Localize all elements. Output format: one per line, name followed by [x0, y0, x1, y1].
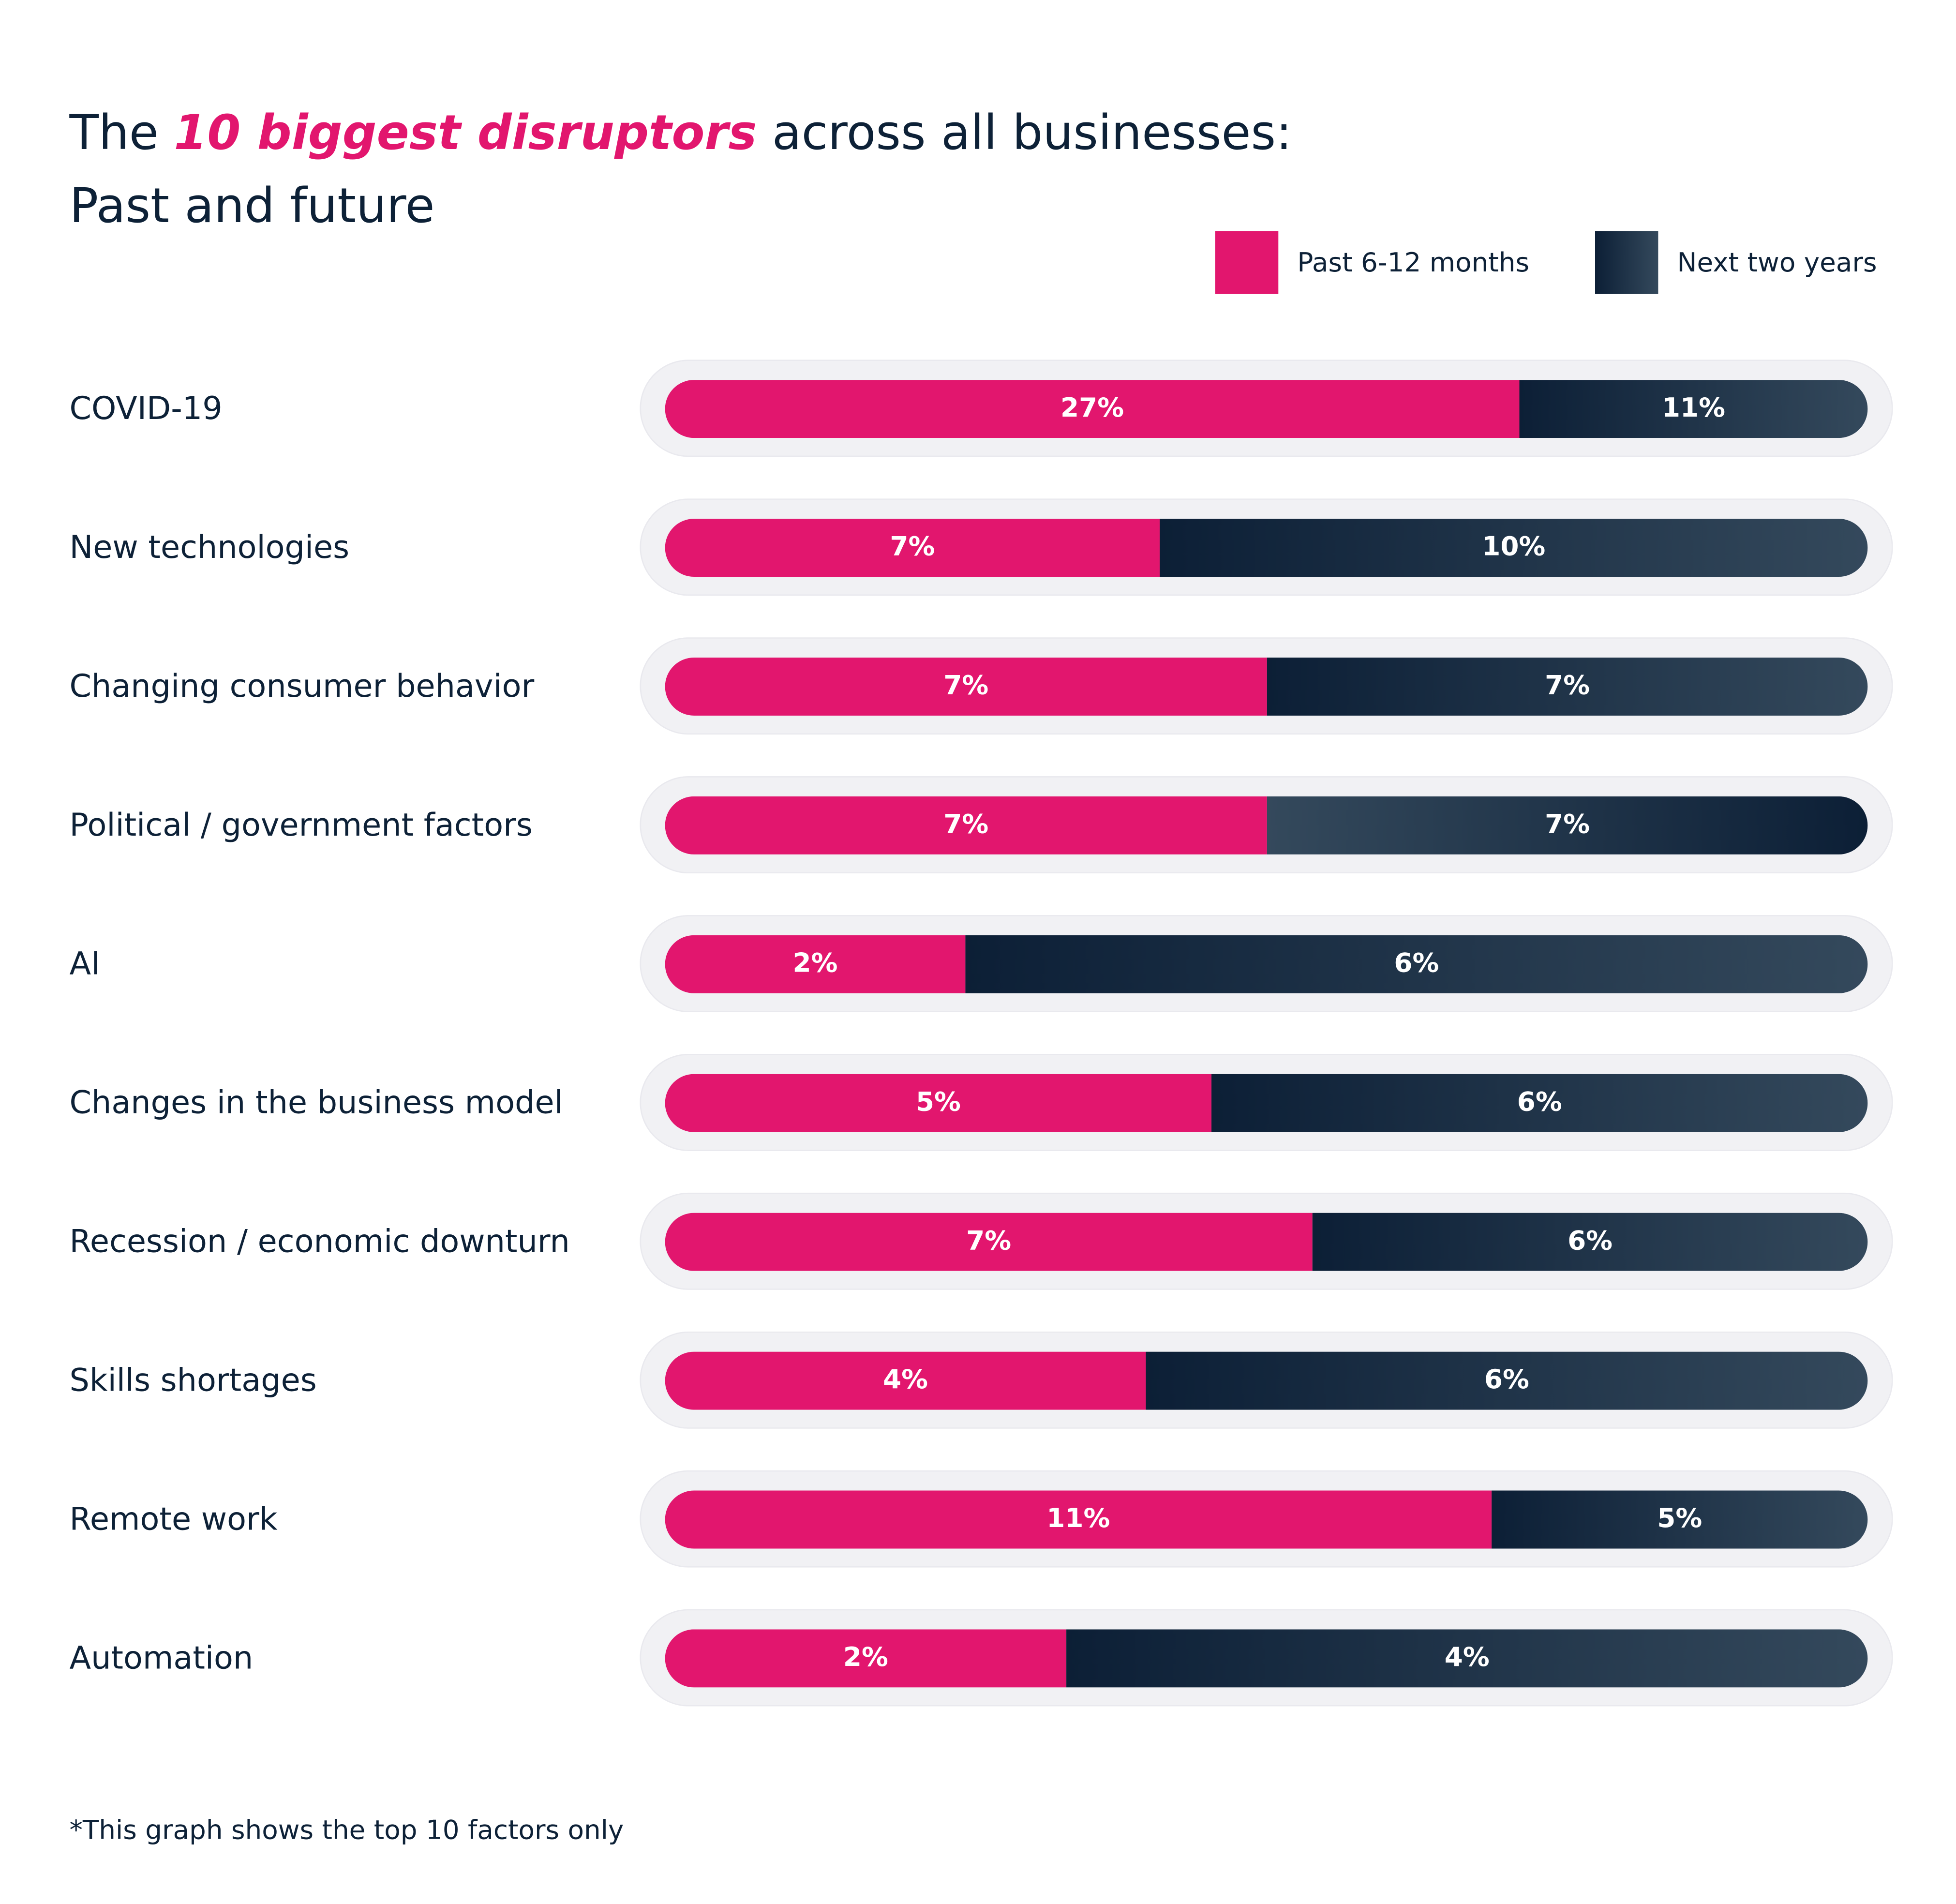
legend-label-next: Next two years: [1677, 247, 1877, 278]
value-label-next: 6%: [1394, 947, 1439, 978]
title-suffix: across all businesses:: [757, 105, 1292, 161]
bar-segment-next: [1312, 1213, 1868, 1271]
value-label-next: 6%: [1568, 1225, 1613, 1256]
stacked-bar: 27% 11%: [665, 380, 1868, 438]
value-label-past: 7%: [890, 531, 935, 562]
stacked-bar: 7% 6%: [665, 1213, 1868, 1271]
category-label: COVID-19: [69, 390, 223, 427]
value-label-past: 2%: [792, 947, 838, 978]
bar-segment-past: [665, 1074, 1212, 1132]
stacked-bar: 11% 5%: [665, 1490, 1868, 1549]
bar-segment-next: [1066, 1629, 1868, 1688]
bar-track: 7% 7%: [640, 637, 1893, 735]
value-label-next: 7%: [1545, 670, 1590, 701]
bar-track: 27% 11%: [640, 360, 1893, 457]
bar-track: 7% 6%: [640, 1192, 1893, 1290]
title-highlight: 10 biggest disruptors: [174, 105, 757, 161]
bar-segment-next: [1267, 796, 1868, 855]
stacked-bar: 2% 4%: [665, 1629, 1868, 1688]
value-label-next: 6%: [1517, 1086, 1562, 1117]
bar-track: 7% 10%: [640, 498, 1893, 596]
bar-segment-past: [665, 1629, 1067, 1688]
bar-segment-past: [665, 519, 1160, 577]
legend-swatch-past: [1215, 231, 1279, 294]
bar-segment-past: [665, 1213, 1313, 1271]
value-label-next: 11%: [1661, 392, 1726, 423]
category-label: Political / government factors: [69, 806, 533, 843]
bar-track: 2% 6%: [640, 915, 1893, 1012]
value-label-past: 7%: [966, 1225, 1012, 1256]
legend-swatch-next: [1595, 231, 1658, 294]
bar-segment-next: [1211, 1074, 1868, 1132]
stacked-bar: 4% 6%: [665, 1351, 1868, 1410]
category-label: Changes in the business model: [69, 1084, 563, 1121]
bar-segment-past: [665, 1351, 1146, 1410]
bar-segment-next: [965, 935, 1868, 993]
bar-track: 4% 6%: [640, 1331, 1893, 1429]
title-line2: Past and future: [69, 178, 435, 234]
value-label-past: 11%: [1046, 1503, 1110, 1534]
bar-track: 11% 5%: [640, 1470, 1893, 1568]
bar-segment-past: [665, 657, 1267, 716]
category-label: Recession / economic downturn: [69, 1223, 570, 1260]
value-label-next: 7%: [1545, 809, 1590, 840]
category-label: Automation: [69, 1639, 254, 1676]
value-label-next: 6%: [1484, 1364, 1529, 1395]
value-label-past: 2%: [843, 1642, 888, 1673]
legend-label-past: Past 6-12 months: [1297, 247, 1530, 278]
bar-track: 5% 6%: [640, 1054, 1893, 1151]
stacked-bar: 2% 6%: [665, 935, 1868, 993]
value-label-next: 5%: [1657, 1503, 1702, 1534]
bar-segment-next: [1519, 380, 1868, 438]
category-label: New technologies: [69, 528, 350, 566]
stacked-bar: 5% 6%: [665, 1074, 1868, 1132]
footnote: *This graph shows the top 10 factors onl…: [69, 1814, 624, 1845]
value-label-next: 4%: [1444, 1642, 1490, 1673]
bar-segment-past: [665, 1490, 1492, 1549]
value-label-past: 5%: [915, 1086, 961, 1117]
bar-segment-past: [665, 935, 966, 993]
category-label: Remote work: [69, 1500, 278, 1538]
bar-segment-next: [1146, 1351, 1868, 1410]
bar-segment-next: [1267, 657, 1868, 716]
bar-segment-past: [665, 796, 1267, 855]
value-label-next: 10%: [1482, 531, 1546, 562]
value-label-past: 7%: [943, 809, 989, 840]
chart-title: The 10 biggest disruptors across all bus…: [69, 96, 1292, 242]
value-label-past: 27%: [1060, 392, 1124, 423]
stacked-bar: 7% 10%: [665, 519, 1868, 577]
category-label: AI: [69, 945, 101, 982]
stacked-bar: 7% 7%: [665, 796, 1868, 855]
value-label-past: 7%: [943, 670, 989, 701]
bar-segment-next: [1160, 519, 1868, 577]
title-prefix: The: [69, 105, 174, 161]
bar-track: 2% 4%: [640, 1609, 1893, 1707]
bar-segment-past: [665, 380, 1520, 438]
category-label: Skills shortages: [69, 1362, 317, 1399]
value-label-past: 4%: [883, 1364, 928, 1395]
stacked-bar: 7% 7%: [665, 657, 1868, 716]
category-label: Changing consumer behavior: [69, 667, 535, 705]
bar-segment-next: [1492, 1490, 1868, 1549]
bar-track: 7% 7%: [640, 776, 1893, 874]
